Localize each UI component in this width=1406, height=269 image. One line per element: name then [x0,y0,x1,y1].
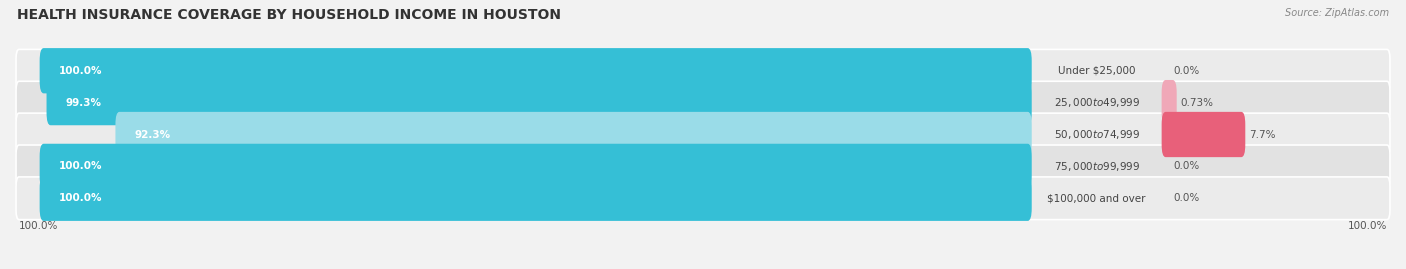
FancyBboxPatch shape [1161,112,1246,157]
Text: Source: ZipAtlas.com: Source: ZipAtlas.com [1285,8,1389,18]
Text: $25,000 to $49,999: $25,000 to $49,999 [1053,96,1140,109]
Text: 100.0%: 100.0% [59,66,101,76]
FancyBboxPatch shape [15,177,1391,220]
FancyBboxPatch shape [15,113,1391,156]
FancyBboxPatch shape [39,48,1032,93]
Text: $100,000 and over: $100,000 and over [1047,193,1146,203]
Text: 100.0%: 100.0% [18,221,59,231]
FancyBboxPatch shape [39,176,1032,221]
FancyBboxPatch shape [15,49,1391,92]
Text: 100.0%: 100.0% [59,193,101,203]
Text: 99.3%: 99.3% [65,98,101,108]
Text: $50,000 to $74,999: $50,000 to $74,999 [1053,128,1140,141]
FancyBboxPatch shape [1161,80,1177,125]
Text: Under $25,000: Under $25,000 [1057,66,1136,76]
Text: 92.3%: 92.3% [134,129,170,140]
FancyBboxPatch shape [46,80,1032,125]
Text: 0.73%: 0.73% [1181,98,1213,108]
FancyBboxPatch shape [15,81,1391,124]
FancyBboxPatch shape [15,145,1391,188]
FancyBboxPatch shape [39,144,1032,189]
Text: 100.0%: 100.0% [1347,221,1386,231]
Text: 0.0%: 0.0% [1174,193,1199,203]
Text: 0.0%: 0.0% [1174,161,1199,171]
Text: $75,000 to $99,999: $75,000 to $99,999 [1053,160,1140,173]
FancyBboxPatch shape [115,112,1032,157]
Text: 7.7%: 7.7% [1250,129,1275,140]
Text: HEALTH INSURANCE COVERAGE BY HOUSEHOLD INCOME IN HOUSTON: HEALTH INSURANCE COVERAGE BY HOUSEHOLD I… [17,8,561,22]
Text: 100.0%: 100.0% [59,161,101,171]
Text: 0.0%: 0.0% [1174,66,1199,76]
